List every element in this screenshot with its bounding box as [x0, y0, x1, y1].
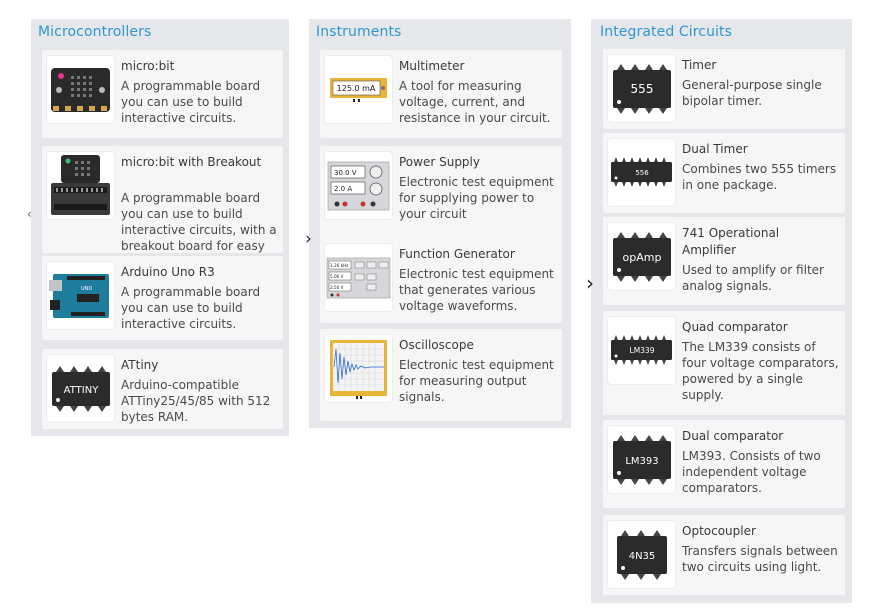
oscilloscope-icon: [325, 335, 392, 402]
component-description: A tool for measuring voltage, current, a…: [399, 79, 551, 125]
component-card-quad-comparator[interactable]: LM339 Quad comparator The LM339 consists…: [603, 311, 845, 415]
dual-timer-556-chip-icon: 556: [608, 139, 675, 206]
component-title: Arduino Uno R3: [121, 265, 215, 279]
attiny-chip-icon: ATTINY: [47, 355, 114, 422]
chip-label: LM339: [630, 346, 655, 355]
component-description: Electronic test equipment for measuring …: [399, 358, 554, 404]
component-card-power-supply[interactable]: 30.0 V 2.0 A Power Supply Electronic tes…: [320, 146, 562, 248]
microcontrollers-panel: Microcontrollers micro:bit A programmabl…: [31, 19, 289, 436]
component-description: A programmable board you can use to buil…: [121, 79, 261, 125]
component-card-microbit[interactable]: micro:bit A programmable board you can u…: [42, 50, 283, 138]
component-description: A programmable board you can use to buil…: [121, 285, 261, 331]
panel-title-integrated-circuits: Integrated Circuits: [600, 24, 733, 40]
component-description: Electronic test equipment that generates…: [399, 267, 554, 313]
component-title: 741 Operational Amplifier: [682, 226, 780, 257]
component-card-microbit-breakout[interactable]: micro:bit with Breakout A programmable b…: [42, 146, 283, 253]
next-panel-chevron-icon-2[interactable]: ›: [586, 271, 594, 295]
opamp-chip-icon: opAmp: [608, 223, 675, 290]
component-card-optocoupler[interactable]: 4N35 Optocoupler Transfers signals betwe…: [603, 515, 845, 595]
component-description: Used to amplify or filter analog signals…: [682, 263, 824, 293]
component-description: General-purpose single bipolar timer.: [682, 78, 822, 108]
chip-label: LM393: [625, 456, 658, 467]
component-title: ATtiny: [121, 358, 159, 372]
chip-label: 556: [635, 169, 649, 177]
component-title: Power Supply: [399, 155, 480, 169]
scroll-left-chevron-icon[interactable]: ‹: [27, 207, 32, 221]
chip-label: opAmp: [623, 251, 662, 264]
chip-label: ATTINY: [64, 385, 100, 396]
voltage-display: 30.0 V: [334, 169, 357, 177]
function-generator-icon: 1.26 kHz 5.00 V 2.50 V: [325, 244, 392, 311]
component-title: Dual comparator: [682, 429, 784, 443]
component-title: Multimeter: [399, 59, 465, 73]
component-card-oscilloscope[interactable]: Oscilloscope Electronic test equipment f…: [320, 329, 562, 421]
multimeter-icon: 125.0 mA: [325, 56, 392, 123]
lm393-chip-icon: LM393: [608, 426, 675, 493]
current-display: 2.0 A: [334, 185, 352, 193]
microbit-breakout-icon: [47, 152, 114, 219]
offset-display: 2.50 V: [330, 285, 344, 290]
component-card-dual-timer[interactable]: 556 Dual Timer Combines two 555 timers i…: [603, 133, 845, 213]
amplitude-display: 5.00 V: [330, 274, 344, 279]
component-title: Dual Timer: [682, 142, 748, 156]
chip-label: 4N35: [629, 551, 656, 562]
next-panel-chevron-icon[interactable]: ›: [305, 229, 312, 249]
instruments-panel: Instruments 125.0 mA Multimeter A tool f…: [309, 19, 571, 428]
frequency-display: 1.26 kHz: [330, 263, 349, 268]
timer-555-chip-icon: 555: [608, 55, 675, 122]
component-title: Oscilloscope: [399, 338, 474, 352]
component-title: Timer: [682, 58, 717, 72]
component-description: Arduino-compatible ATTiny25/45/85 with 5…: [121, 378, 271, 424]
component-card-opamp[interactable]: opAmp 741 Operational Amplifier Used to …: [603, 217, 845, 305]
component-card-dual-comparator[interactable]: LM393 Dual comparator LM393. Consists of…: [603, 420, 845, 508]
multimeter-display: 125.0 mA: [337, 84, 376, 93]
component-title: Quad comparator: [682, 320, 788, 334]
arduino-uno-icon: UNO: [47, 262, 114, 329]
component-card-timer[interactable]: 555 Timer General-purpose single bipolar…: [603, 49, 845, 129]
component-description: Electronic test equipment for supplying …: [399, 175, 554, 221]
component-description: Combines two 555 timers in one package.: [682, 162, 837, 192]
power-supply-icon: 30.0 V 2.0 A: [325, 152, 392, 219]
integrated-circuits-panel: Integrated Circuits 555 Timer General-pu…: [591, 19, 852, 603]
panel-title-instruments: Instruments: [316, 24, 402, 40]
component-title: micro:bit: [121, 59, 175, 73]
panel-title-microcontrollers: Microcontrollers: [38, 24, 152, 40]
component-description: The LM339 consists of four voltage compa…: [682, 340, 839, 402]
microbit-board-icon: [47, 56, 114, 123]
chip-label: 555: [631, 82, 654, 96]
component-card-arduino-uno[interactable]: UNO Arduino Uno R3 A programmable board …: [42, 256, 283, 340]
optocoupler-chip-icon: 4N35: [608, 521, 675, 588]
component-title: Optocoupler: [682, 524, 756, 538]
svg-text:UNO: UNO: [81, 286, 92, 292]
component-description: LM393. Consists of two independent volta…: [682, 449, 821, 495]
component-card-multimeter[interactable]: 125.0 mA Multimeter A tool for measuring…: [320, 50, 562, 138]
lm339-chip-icon: LM339: [608, 317, 675, 384]
component-title: micro:bit with Breakout: [121, 155, 262, 169]
component-description: A programmable board you can use to buil…: [121, 191, 277, 253]
component-card-function-generator[interactable]: 1.26 kHz 5.00 V 2.50 V Function Generato…: [320, 238, 562, 323]
component-title: Function Generator: [399, 247, 515, 261]
component-card-attiny[interactable]: ATTINY ATtiny Arduino-compatible ATTiny2…: [42, 349, 283, 429]
component-description: Transfers signals between two circuits u…: [682, 544, 838, 574]
